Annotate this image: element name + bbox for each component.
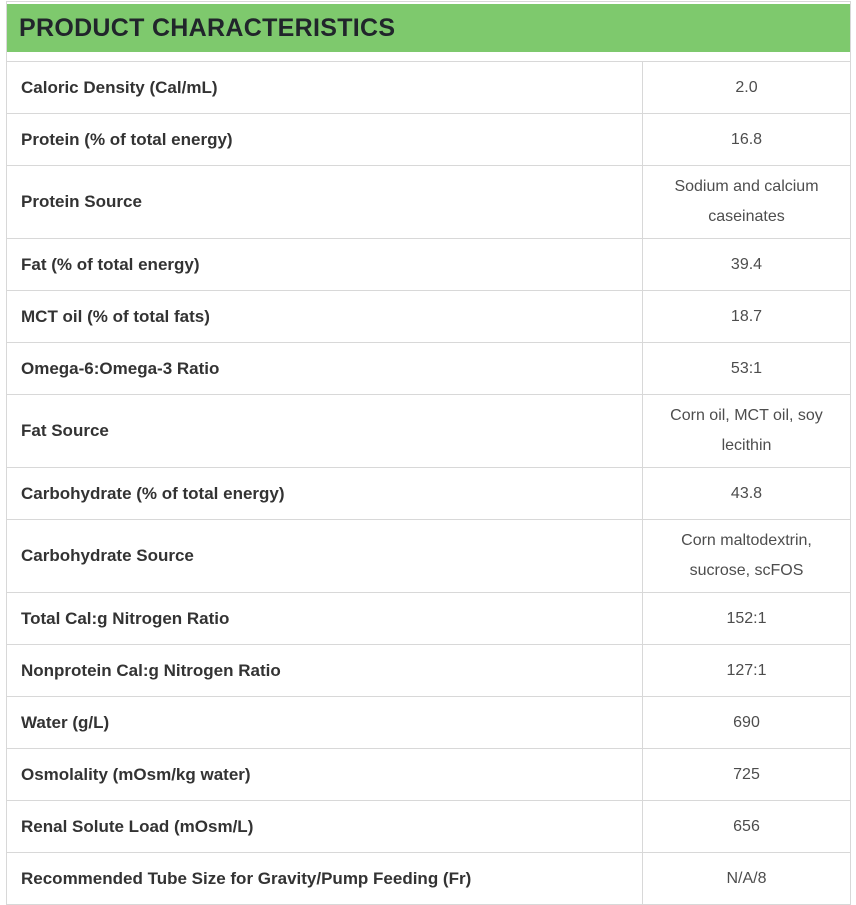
row-label: Protein (% of total energy)	[21, 129, 233, 149]
row-value: 18.7	[642, 291, 850, 342]
row-value: 53:1	[642, 343, 850, 394]
table-row-fat-source: Fat Source Corn oil, MCT oil, soy lecith…	[7, 394, 850, 467]
row-value: 39.4	[642, 239, 850, 290]
row-label: Renal Solute Load (mOsm/L)	[21, 816, 254, 836]
table-row-osmolality: Osmolality (mOsm/kg water) 725	[7, 748, 850, 800]
table-row-renal-solute-load: Renal Solute Load (mOsm/L) 656	[7, 800, 850, 852]
row-label: Carbohydrate (% of total energy)	[21, 483, 285, 503]
table-row-protein-source: Protein Source Sodium and calcium casein…	[7, 165, 850, 238]
row-value: 16.8	[642, 114, 850, 165]
table-body: Caloric Density (Cal/mL) 2.0 Protein (% …	[7, 61, 850, 904]
row-label: Osmolality (mOsm/kg water)	[21, 764, 251, 784]
table-row-fat-percent: Fat (% of total energy) 39.4	[7, 238, 850, 290]
table-title: PRODUCT CHARACTERISTICS	[19, 13, 396, 42]
row-label: Protein Source	[21, 192, 142, 211]
row-label: Caloric Density (Cal/mL)	[21, 77, 218, 97]
table-row-total-cal-nitrogen: Total Cal:g Nitrogen Ratio 152:1	[7, 592, 850, 644]
table-row-protein-percent: Protein (% of total energy) 16.8	[7, 113, 850, 165]
table-header: PRODUCT CHARACTERISTICS	[7, 4, 850, 52]
row-value: 43.8	[642, 468, 850, 519]
row-value: 725	[642, 749, 850, 800]
table-row-omega-ratio: Omega-6:Omega-3 Ratio 53:1	[7, 342, 850, 394]
product-characteristics-table: PRODUCT CHARACTERISTICS Caloric Density …	[6, 1, 851, 905]
row-label: Fat (% of total energy)	[21, 254, 200, 274]
table-row-nonprotein-cal-nitrogen: Nonprotein Cal:g Nitrogen Ratio 127:1	[7, 644, 850, 696]
row-label: MCT oil (% of total fats)	[21, 306, 210, 326]
row-label: Omega-6:Omega-3 Ratio	[21, 358, 220, 378]
table-row-water: Water (g/L) 690	[7, 696, 850, 748]
row-value: Corn maltodextrin, sucrose, scFOS	[642, 520, 850, 592]
row-label: Fat Source	[21, 421, 109, 440]
row-label: Recommended Tube Size for Gravity/Pump F…	[21, 868, 472, 888]
row-label: Total Cal:g Nitrogen Ratio	[21, 608, 230, 628]
row-value: Corn oil, MCT oil, soy lecithin	[642, 395, 850, 467]
row-label: Carbohydrate Source	[21, 546, 194, 565]
row-value: 2.0	[642, 62, 850, 113]
row-value: N/A/8	[642, 853, 850, 904]
table-row-carbohydrate-percent: Carbohydrate (% of total energy) 43.8	[7, 467, 850, 519]
row-value: 152:1	[642, 593, 850, 644]
row-value: 656	[642, 801, 850, 852]
table-row-mct-oil: MCT oil (% of total fats) 18.7	[7, 290, 850, 342]
row-value: Sodium and calcium caseinates	[642, 166, 850, 238]
table-row-recommended-tube-size: Recommended Tube Size for Gravity/Pump F…	[7, 852, 850, 904]
table-row-caloric-density: Caloric Density (Cal/mL) 2.0	[7, 61, 850, 113]
row-value: 127:1	[642, 645, 850, 696]
row-value: 690	[642, 697, 850, 748]
table-row-carbohydrate-source: Carbohydrate Source Corn maltodextrin, s…	[7, 519, 850, 592]
row-label: Nonprotein Cal:g Nitrogen Ratio	[21, 660, 281, 680]
row-label: Water (g/L)	[21, 712, 110, 732]
